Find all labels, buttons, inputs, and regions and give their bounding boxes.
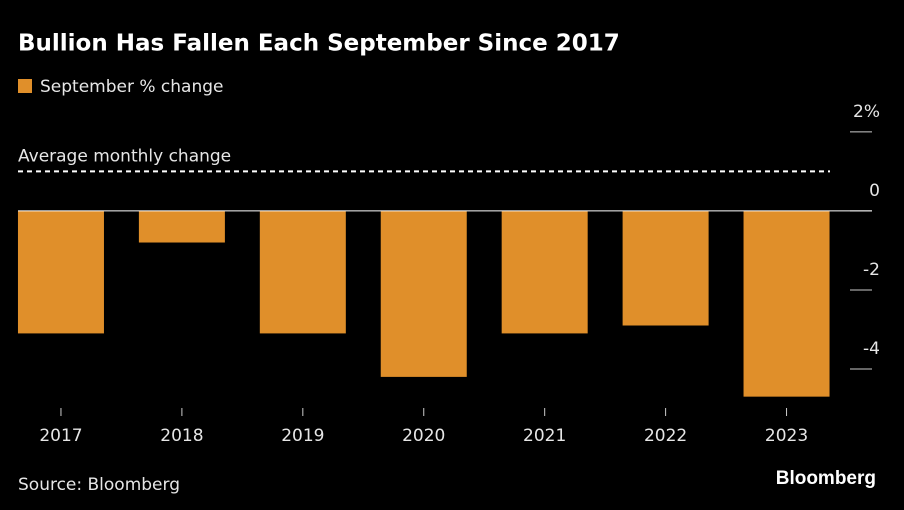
x-tick-label: 2022 <box>644 426 687 446</box>
bar <box>138 210 225 243</box>
bar <box>622 210 709 326</box>
y-tick-label: -4 <box>863 339 880 359</box>
x-tick-label: 2021 <box>523 426 566 446</box>
bar <box>501 210 588 334</box>
y-tick-label: 2% <box>853 102 880 122</box>
brand: Bloomberg <box>776 468 876 489</box>
x-tick-label: 2017 <box>39 426 82 446</box>
x-tick-label: 2020 <box>402 426 445 446</box>
bar <box>259 210 346 334</box>
chart-title: Bullion Has Fallen Each September Since … <box>18 31 620 57</box>
source: Source: Bloomberg <box>18 475 180 495</box>
bar <box>380 210 467 377</box>
reference-label: Average monthly change <box>18 146 231 166</box>
x-tick-label: 2018 <box>160 426 203 446</box>
y-tick-label: -2 <box>863 260 880 280</box>
legend-swatch <box>18 79 32 93</box>
legend-label: September % change <box>40 77 224 97</box>
bar <box>17 210 104 334</box>
x-tick-label: 2023 <box>765 426 808 446</box>
bar <box>743 210 830 397</box>
x-tick-label: 2019 <box>281 426 324 446</box>
y-tick-label: 0 <box>869 181 880 201</box>
